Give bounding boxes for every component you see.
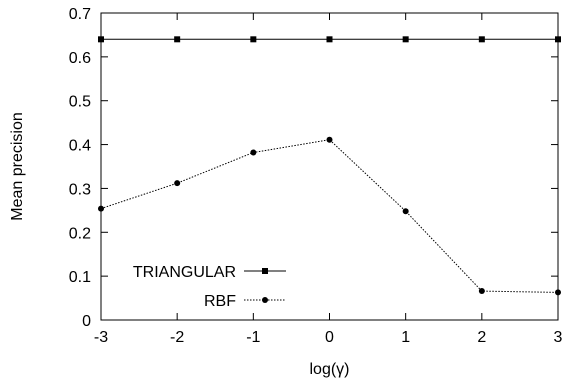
x-tick-label: -2 (170, 329, 184, 346)
y-tick-label: 0.7 (69, 6, 91, 23)
data-point-triangular (326, 36, 333, 43)
series-group (98, 36, 561, 296)
x-tick-label: -1 (246, 329, 260, 346)
data-point-triangular (250, 36, 257, 43)
y-ticks-group: 0 0.1 0.2 0.3 0.4 0.5 0.6 0.7 (69, 6, 558, 330)
data-point-rbf (98, 205, 104, 212)
legend-label-triangular: TRIANGULAR (133, 264, 236, 281)
y-tick-label: 0 (82, 313, 91, 330)
x-ticks-group: -3 -2 -1 0 1 2 3 (94, 13, 563, 346)
x-axis-title: log(γ) (309, 361, 349, 378)
x-tick-label: 0 (325, 329, 334, 346)
legend-label-rbf: RBF (204, 293, 236, 310)
x-tick-label: 2 (477, 329, 486, 346)
y-tick-label: 0.1 (69, 269, 91, 286)
data-point-rbf (478, 288, 485, 295)
data-point-rbf (402, 208, 409, 215)
legend-key-marker-triangular (262, 268, 268, 274)
data-point-triangular (174, 36, 181, 43)
y-tick-label: 0.4 (69, 138, 91, 155)
legend: TRIANGULAR RBF (133, 264, 286, 310)
data-point-triangular (478, 36, 485, 43)
y-tick-label: 0.3 (69, 181, 91, 198)
legend-key-marker-rbf (262, 297, 268, 303)
data-point-rbf (555, 289, 561, 296)
x-tick-label: -3 (94, 329, 108, 346)
data-point-rbf (326, 136, 333, 143)
data-point-rbf (174, 180, 181, 187)
data-point-triangular (98, 36, 104, 43)
x-tick-label: 3 (554, 329, 563, 346)
data-point-triangular (402, 36, 409, 43)
data-point-rbf (250, 149, 257, 156)
y-tick-label: 0.5 (69, 94, 91, 111)
y-tick-label: 0.2 (69, 225, 91, 242)
y-tick-label: 0.6 (69, 50, 91, 67)
y-axis-title: Mean precision (9, 112, 26, 221)
x-tick-label: 1 (401, 329, 410, 346)
data-point-triangular (555, 36, 561, 43)
